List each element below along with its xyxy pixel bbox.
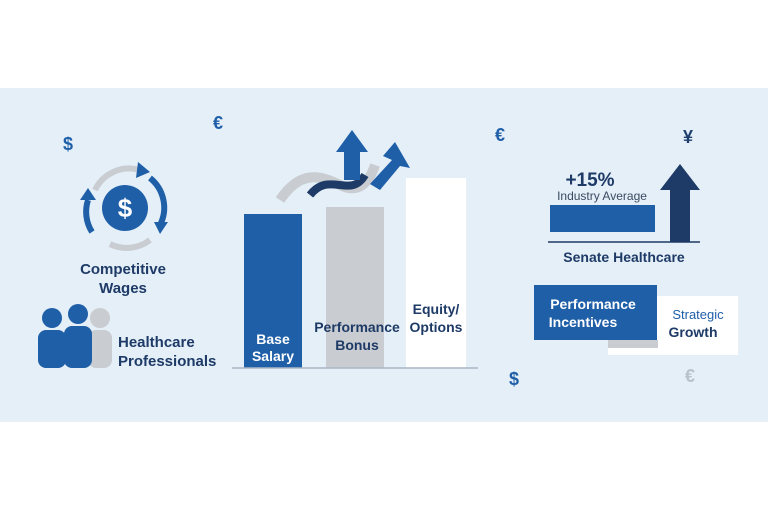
arrow	[336, 130, 368, 180]
curve	[306, 172, 369, 198]
box-label: Growth	[669, 324, 718, 340]
bar	[406, 178, 466, 368]
currency-symbols: $ € € ¥ $ €	[63, 113, 695, 389]
bar	[244, 214, 302, 368]
bar-label: Equity/	[413, 301, 460, 317]
box	[534, 285, 657, 340]
wages-label: Competitive	[80, 261, 166, 278]
bar	[326, 207, 384, 368]
box-label: Strategic	[672, 307, 724, 322]
change-label: +15%	[565, 170, 614, 191]
currency: €	[685, 366, 695, 386]
dollar-icon: $	[118, 193, 133, 223]
professionals-label: Professionals	[118, 353, 216, 370]
bar-label: Performance	[314, 319, 400, 335]
benchmark-label: Industry Average	[557, 189, 647, 203]
wages-label: Wages	[99, 280, 147, 297]
professionals-label: Healthcare	[118, 334, 195, 351]
box-label: Incentives	[549, 314, 618, 330]
bar-label: Salary	[252, 348, 294, 364]
currency: ¥	[683, 127, 693, 147]
shadow	[608, 340, 658, 348]
bar-label: Bonus	[335, 337, 379, 353]
people-icon	[38, 304, 112, 368]
arrow	[370, 142, 410, 190]
comparison-bar	[550, 205, 655, 232]
up-arrow	[660, 164, 700, 242]
bar-label: Options	[410, 319, 463, 335]
currency: €	[213, 113, 223, 133]
currency: €	[495, 125, 505, 145]
box-label: Performance	[550, 296, 636, 312]
bar-label: Base	[256, 331, 290, 347]
comparison-name: Senate Healthcare	[563, 249, 685, 265]
currency: $	[63, 134, 73, 154]
currency: $	[509, 369, 519, 389]
wages-icon: $	[80, 162, 168, 251]
